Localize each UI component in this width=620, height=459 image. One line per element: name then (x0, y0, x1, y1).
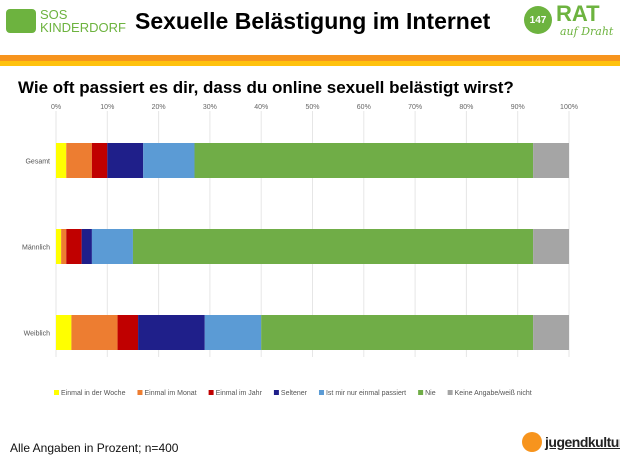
category-label: Gesamt (25, 159, 50, 166)
bar-segment (107, 143, 144, 178)
x-tick-label: 90% (511, 104, 525, 111)
x-tick-label: 40% (254, 104, 268, 111)
chart-question: Wie oft passiert es dir, dass du online … (18, 78, 514, 97)
legend-swatch (273, 390, 279, 395)
jugendkultur-logo: jugendkultur.at (522, 432, 620, 452)
legend-label: Ist mir nur einmal passiert (326, 390, 406, 397)
legend-label: Einmal in der Woche (61, 390, 126, 397)
bar-segment (533, 143, 569, 178)
rat-logo-text: RAT (556, 1, 600, 26)
bar-segment (56, 143, 67, 178)
x-tick-label: 100% (560, 104, 578, 111)
bar-segment (533, 229, 569, 264)
sos-kinderdorf-logo-text: SOS KINDERDORF (40, 8, 126, 34)
legend-label: Keine Angabe/weiß nicht (455, 390, 532, 397)
rat-auf-draht-logo: 147 (524, 6, 552, 34)
divider-yellow (0, 61, 620, 66)
bar-segment (91, 229, 133, 264)
x-tick-label: 20% (152, 104, 166, 111)
bar-segment (91, 143, 108, 178)
x-tick-label: 10% (100, 104, 114, 111)
legend-swatch (318, 390, 324, 395)
legend-label: Einmal im Jahr (216, 390, 263, 397)
x-tick-label: 50% (305, 104, 319, 111)
bar-segment (143, 143, 195, 178)
bar-segment (533, 315, 569, 350)
x-tick-label: 70% (408, 104, 422, 111)
bar-segment (66, 229, 82, 264)
bar-segment (56, 315, 72, 350)
legend-swatch (54, 390, 59, 395)
stacked-bar-chart: 0% 10% 20% 30% 40% 50% 60% 70% 80% 90% 100% Gesamt M… (22, 104, 578, 397)
bar-segment (204, 315, 262, 350)
legend-swatch (447, 390, 453, 395)
x-tick-label: 80% (459, 104, 473, 111)
legend-label: Seltener (281, 390, 308, 397)
legend-label: Einmal im Monat (144, 390, 196, 397)
jugendkultur-logo-text: jugendkultur.at (545, 434, 620, 450)
rat-logo-subtext: auf Draht (560, 25, 614, 38)
bar-segment (261, 315, 534, 350)
legend-swatch (208, 390, 214, 395)
category-label: Weiblich (24, 331, 50, 338)
sos-kinderdorf-logo (6, 9, 36, 33)
bar-segment (117, 315, 139, 350)
bar-segment (138, 315, 205, 350)
bar-segment (71, 315, 118, 350)
bar-segment (132, 229, 534, 264)
sun-icon (522, 432, 542, 452)
bar-segment (56, 229, 62, 264)
logo-text-line: KINDERDORF (40, 20, 126, 35)
page-title: Sexuelle Belästigung im Internet (135, 8, 491, 34)
legend-label: Nie (425, 390, 436, 397)
x-tick-label: 30% (203, 104, 217, 111)
x-tick-label: 0% (51, 104, 61, 111)
legend-swatch (137, 390, 143, 395)
bar-segment (66, 143, 92, 178)
bar-segment (194, 143, 534, 178)
legend-swatch (418, 390, 424, 395)
logo-text-line: SOS (40, 7, 68, 22)
category-label: Männlich (22, 245, 50, 252)
divider-orange (0, 55, 620, 61)
bar-segment (81, 229, 92, 264)
x-tick-label: 60% (357, 104, 371, 111)
bar-segment (61, 229, 67, 264)
footer-note: Alle Angaben in Prozent; n=400 (10, 441, 179, 455)
